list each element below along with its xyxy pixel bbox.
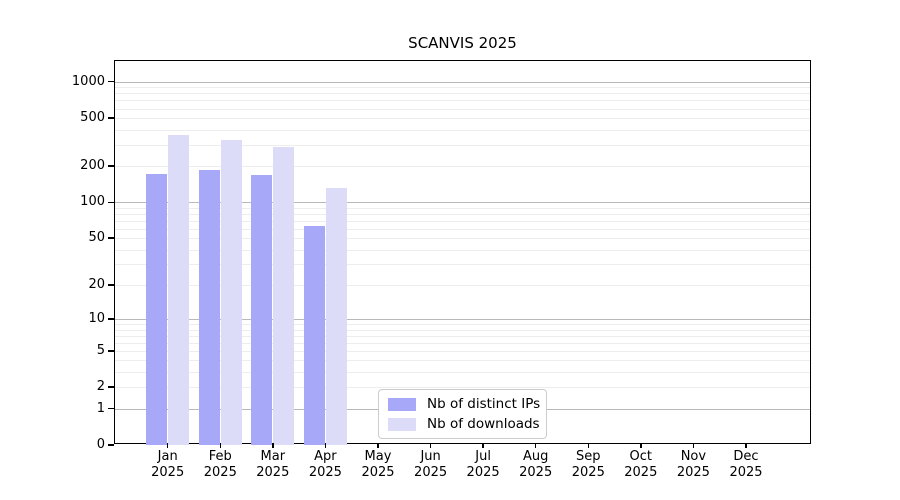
gridline-minor: [115, 238, 810, 240]
x-tick-mark: [692, 443, 695, 448]
y-tick-label: 50: [88, 230, 105, 246]
y-tick-label: 100: [80, 194, 105, 210]
gridline-minor: [115, 108, 810, 110]
x-tick-label: Mar 2025: [256, 449, 290, 480]
gridline-minor: [115, 335, 810, 337]
gridline-minor: [115, 220, 810, 222]
gridline-minor: [115, 342, 810, 344]
x-tick-label: May 2025: [361, 449, 395, 480]
x-tick-label: Jul 2025: [466, 449, 500, 480]
bar-distinct-ips: [303, 226, 325, 445]
gridline-minor: [115, 118, 810, 120]
gridline-minor: [115, 323, 810, 325]
y-tick-label: 500: [80, 110, 105, 126]
gridline-minor: [115, 372, 810, 374]
gridline-minor: [115, 387, 810, 389]
x-tick-mark: [324, 443, 327, 448]
gridline-minor: [115, 166, 810, 168]
legend-label-downloads: Nb of downloads: [427, 416, 540, 432]
x-tick-label: Apr 2025: [308, 449, 342, 480]
y-tick-mark: [107, 284, 114, 286]
y-tick-mark: [107, 444, 114, 446]
y-tick-label: 1000: [71, 73, 105, 89]
y-tick-label: 200: [80, 158, 105, 174]
legend-item-downloads: Nb of downloads: [388, 416, 546, 432]
legend-item-distinct-ips: Nb of distinct IPs: [388, 396, 546, 412]
y-tick-label: 2: [96, 379, 105, 395]
gridline-major: [115, 202, 810, 204]
y-tick-mark: [107, 318, 114, 320]
x-tick-label: Jun 2025: [414, 449, 448, 480]
gridline-minor: [115, 87, 810, 89]
gridline-minor: [115, 129, 810, 131]
x-tick-mark: [745, 443, 747, 448]
gridline-major: [115, 81, 810, 83]
y-tick-mark: [107, 201, 114, 204]
bar-downloads: [220, 139, 242, 445]
y-tick-label: 1: [96, 400, 105, 416]
x-tick-mark: [482, 443, 484, 448]
bar-distinct-ips: [146, 173, 168, 445]
x-tick-mark: [272, 443, 274, 448]
x-tick-label: Nov 2025: [676, 449, 710, 480]
x-tick-mark: [377, 443, 379, 448]
bar-downloads: [325, 187, 347, 445]
bar-downloads: [273, 146, 295, 445]
legend-label-distinct-ips: Nb of distinct IPs: [427, 396, 541, 412]
bar-distinct-ips: [198, 169, 220, 445]
gridline-minor: [115, 350, 810, 352]
bar-downloads: [168, 135, 190, 445]
x-tick-mark: [534, 443, 537, 448]
gridline-minor: [115, 100, 810, 102]
x-tick-label: Dec 2025: [729, 449, 763, 480]
y-tick-label: 0: [96, 437, 105, 452]
plot-area: 0 1 2 5 10 20 50 100 200 500 1000 Jan 2025 Feb 2025…: [72, 60, 811, 480]
y-tick-label: 20: [88, 276, 105, 292]
y-tick-label: 5: [96, 342, 105, 358]
x-tick-mark: [219, 443, 222, 448]
x-tick-label: Feb 2025: [203, 449, 237, 480]
legend-swatch-distinct-ips: [388, 397, 416, 411]
chart-title: SCANVIS 2025: [408, 34, 517, 52]
x-tick-mark: [166, 443, 169, 448]
x-tick-label: Sep 2025: [571, 449, 605, 480]
y-tick-mark: [107, 350, 114, 352]
y-tick-mark: [107, 386, 114, 388]
y-tick-mark: [107, 407, 114, 410]
gridline-minor: [115, 264, 810, 266]
x-tick-mark: [429, 443, 432, 448]
gridline-minor: [115, 284, 810, 286]
x-tick-label: Aug 2025: [519, 449, 553, 480]
legend-swatch-downloads: [388, 417, 416, 431]
x-tick-mark: [640, 443, 642, 448]
legend: Nb of distinct IPs Nb of downloads: [378, 389, 547, 439]
x-tick-label: Jan 2025: [151, 449, 185, 480]
y-tick-mark: [107, 117, 114, 119]
gridline-minor: [115, 228, 810, 230]
gridline-minor: [115, 207, 810, 209]
y-tick-mark: [107, 80, 114, 83]
gridline-minor: [115, 360, 810, 362]
bar-distinct-ips: [251, 175, 273, 445]
y-tick-mark: [107, 165, 114, 167]
gridline-minor: [115, 249, 810, 251]
x-tick-label: Oct 2025: [624, 449, 658, 480]
x-tick-mark: [587, 443, 590, 448]
y-tick-mark: [107, 237, 114, 239]
y-tick-label: 10: [88, 310, 105, 326]
gridline-minor: [115, 93, 810, 95]
gridline-major: [115, 318, 810, 320]
gridline-minor: [115, 144, 810, 146]
gridline-minor: [115, 213, 810, 215]
gridline-minor: [115, 329, 810, 331]
